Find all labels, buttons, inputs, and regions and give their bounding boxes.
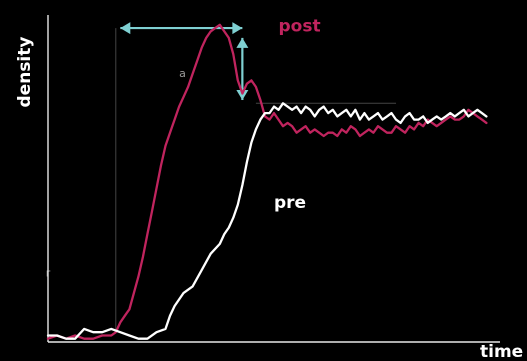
series-label-pre: pre <box>274 193 306 213</box>
y-axis-label: density <box>15 37 35 108</box>
annotation-layer: ar <box>46 22 397 333</box>
series-label-layer: post pre <box>274 16 321 213</box>
series-line-post <box>46 23 488 340</box>
x-axis-label: time <box>480 342 523 361</box>
series-line-pre <box>46 102 488 340</box>
vertical-arrow <box>236 37 249 101</box>
series-layer <box>46 23 488 340</box>
series-label-post: post <box>279 16 321 36</box>
label-a: a <box>179 67 186 80</box>
